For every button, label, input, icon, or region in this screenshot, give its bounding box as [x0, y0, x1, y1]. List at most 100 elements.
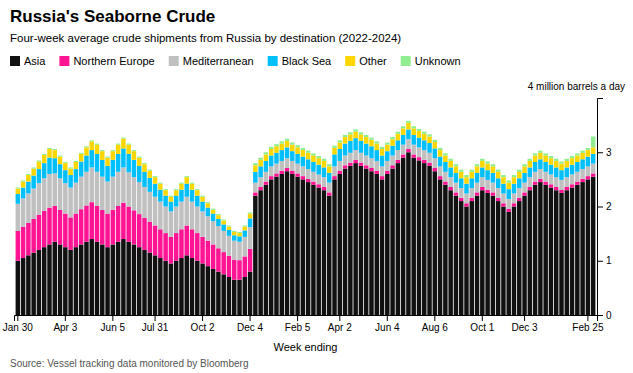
bar	[390, 156, 394, 166]
bar	[549, 174, 553, 184]
bar	[200, 202, 204, 212]
bar	[369, 158, 373, 168]
bar	[359, 141, 363, 153]
bar	[26, 182, 30, 194]
bar	[464, 193, 468, 203]
bar	[258, 177, 262, 187]
bar	[385, 171, 389, 174]
x-tick-mark	[524, 315, 525, 321]
x-tick-label: Dec 4	[237, 322, 264, 333]
legend-label: Other	[359, 55, 387, 67]
bar	[95, 172, 99, 206]
bar	[132, 210, 136, 244]
x-tick: Apr 2	[328, 315, 352, 333]
bar	[16, 194, 20, 204]
bar	[301, 179, 305, 315]
bar	[163, 189, 167, 190]
bar	[575, 185, 579, 315]
bar-series	[16, 121, 596, 233]
bar	[179, 184, 183, 190]
bar	[448, 187, 452, 190]
bar	[237, 233, 241, 236]
bar	[26, 223, 30, 256]
bar	[100, 210, 104, 245]
bar	[443, 156, 447, 163]
bar	[348, 132, 352, 134]
bar	[401, 145, 405, 155]
bar	[216, 214, 220, 215]
y-tick-mark	[597, 152, 603, 153]
bar	[459, 172, 463, 179]
bar	[84, 205, 88, 241]
bar	[216, 215, 220, 219]
y-tick-label: 3	[606, 147, 612, 158]
legend-item: Other	[345, 55, 387, 67]
bar	[200, 263, 204, 315]
bar	[390, 139, 394, 146]
legend-swatch	[268, 56, 278, 66]
bar	[248, 214, 252, 219]
x-tick-label: Oct 2	[191, 322, 215, 333]
bar	[427, 166, 431, 315]
bar	[195, 190, 199, 195]
bar	[89, 202, 93, 239]
bar	[174, 233, 178, 261]
bar	[480, 177, 484, 187]
bar	[274, 177, 278, 315]
bar	[570, 165, 574, 175]
legend-swatch	[345, 56, 355, 66]
legend-item: Unknown	[401, 55, 461, 67]
bar	[137, 182, 141, 214]
bar	[512, 203, 516, 206]
bar	[559, 190, 563, 193]
bar	[348, 166, 352, 315]
bar	[295, 145, 299, 147]
bar	[301, 148, 305, 150]
bar	[364, 144, 368, 156]
bar	[253, 196, 257, 315]
bar	[454, 192, 458, 195]
bar	[95, 206, 99, 242]
bar	[243, 225, 247, 226]
bar	[417, 160, 421, 315]
bar	[338, 140, 342, 142]
bar	[406, 152, 410, 315]
y-tick: 0	[597, 310, 612, 321]
bar	[84, 156, 88, 172]
bar	[258, 187, 262, 190]
bar	[580, 153, 584, 160]
bar	[427, 134, 431, 136]
bar	[42, 163, 46, 178]
bar	[74, 247, 78, 315]
bar	[301, 166, 305, 176]
bar	[206, 202, 210, 203]
bar	[543, 153, 547, 155]
bar	[148, 253, 152, 315]
bar	[506, 199, 510, 209]
bar	[311, 162, 315, 172]
bar	[16, 261, 20, 315]
bar	[475, 192, 479, 195]
bar	[501, 184, 505, 194]
bar	[501, 175, 505, 177]
bar	[158, 184, 162, 190]
bar	[380, 149, 384, 156]
bar	[179, 202, 183, 230]
bar	[470, 172, 474, 179]
bar	[264, 161, 268, 172]
bar	[243, 227, 247, 231]
bar	[311, 153, 315, 155]
bar	[406, 121, 410, 123]
bar	[248, 227, 252, 249]
bar	[232, 231, 236, 232]
x-tick-mark	[587, 315, 588, 321]
x-tick-label: Aug 6	[422, 322, 449, 333]
x-tick: Jan 30	[3, 315, 33, 333]
bar	[533, 172, 537, 182]
bar	[142, 187, 146, 218]
bar	[116, 154, 120, 172]
bar	[454, 183, 458, 193]
bar	[427, 137, 431, 144]
bar	[559, 164, 563, 171]
bar	[121, 203, 125, 239]
